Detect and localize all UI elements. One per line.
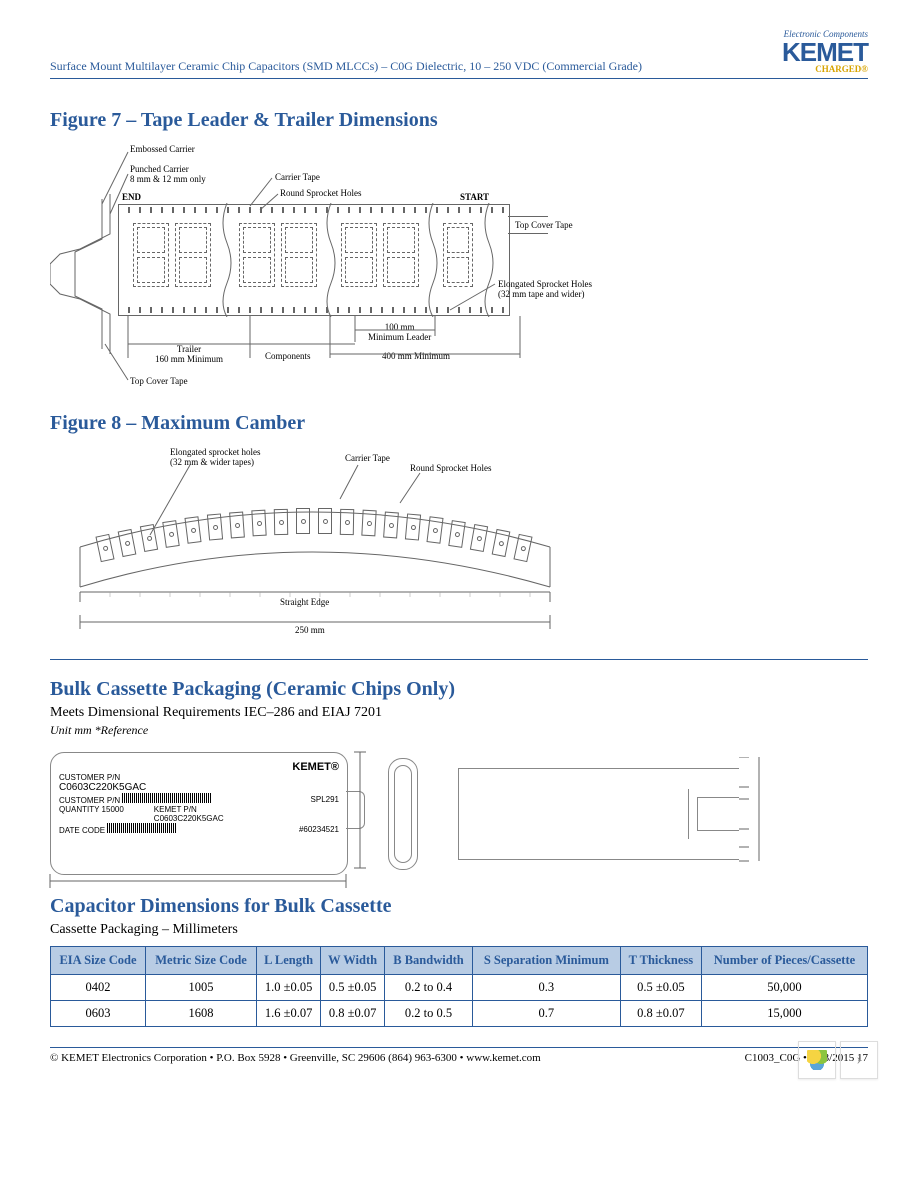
header-title: Surface Mount Multilayer Ceramic Chip Ca… xyxy=(50,59,642,74)
label-top-cover: Top Cover Tape xyxy=(515,220,573,230)
col-pieces: Number of Pieces/Cassette xyxy=(701,947,867,975)
label-start: START xyxy=(460,192,489,202)
footer-left: © KEMET Electronics Corporation • P.O. B… xyxy=(50,1052,541,1064)
break-line-icon xyxy=(323,203,339,317)
label-cust-pn: CUSTOMER P/N xyxy=(59,773,120,782)
dims-title: Capacitor Dimensions for Bulk Cassette xyxy=(50,895,868,918)
label-end: END xyxy=(122,192,141,202)
cassette-knob-icon xyxy=(346,791,365,829)
cassette-side-view xyxy=(388,758,418,870)
label-250mm: 250 mm xyxy=(295,625,325,635)
label-components: Components xyxy=(265,351,311,361)
table-row: 060316081.6 ±0.070.8 ±0.070.2 to 0.50.70… xyxy=(51,1001,868,1027)
label-elongated: Elongated Sprocket Holes (32 mm tape and… xyxy=(498,279,592,299)
brand-logo: Electronic Components KEMET CHARGED® xyxy=(782,30,868,74)
label-straight: Straight Edge xyxy=(280,597,329,607)
label-embossed: Embossed Carrier xyxy=(130,144,195,154)
col-eia: EIA Size Code xyxy=(51,947,146,975)
qty-val: 15000 xyxy=(102,805,124,814)
section-divider xyxy=(50,659,868,660)
tape-hub-icon xyxy=(50,194,120,354)
col-width: W Width xyxy=(321,947,385,975)
table-row: 040210051.0 ±0.050.5 ±0.050.2 to 0.40.30… xyxy=(51,975,868,1001)
date-label: DATE CODE xyxy=(59,826,105,835)
label-carrier-tape: Carrier Tape xyxy=(275,172,320,182)
kpn-val: C0603C220K5GAC xyxy=(154,814,224,823)
nav-next-button[interactable]: › xyxy=(840,1041,878,1079)
break-line-icon xyxy=(425,203,441,317)
barcode-icon xyxy=(107,823,177,833)
logo-text: KEMET xyxy=(782,39,868,65)
cassette-profile-view xyxy=(458,768,739,860)
col-metric: Metric Size Code xyxy=(146,947,257,975)
label-top-cover2: Top Cover Tape xyxy=(130,376,188,386)
bulk-unit-note: Unit mm *Reference xyxy=(50,723,868,738)
profile-dim-icon xyxy=(739,757,769,872)
figure7-title: Figure 7 – Tape Leader & Trailer Dimensi… xyxy=(50,109,868,132)
cust-pn-val: C0603C220K5GAC xyxy=(59,782,339,793)
col-bandwidth: B Bandwidth xyxy=(385,947,473,975)
kpn-label: KEMET P/N xyxy=(154,805,197,814)
cassette-label-front: KEMET® CUSTOMER P/N C0603C220K5GAC CUSTO… xyxy=(50,752,348,875)
break-line-icon xyxy=(481,203,497,317)
label-punched: Punched Carrier 8 mm & 12 mm only xyxy=(130,164,206,184)
bulk-subtitle: Meets Dimensional Requirements IEC–286 a… xyxy=(50,705,868,721)
label-cust-pn2: CUSTOMER P/N xyxy=(59,796,120,805)
figure7-diagram: Embossed Carrier Punched Carrier 8 mm & … xyxy=(50,144,580,394)
dimensions-table: EIA Size Code Metric Size Code L Length … xyxy=(50,946,868,1027)
label-round-holes: Round Sprocket Holes xyxy=(280,188,362,198)
break-line-icon xyxy=(219,203,235,317)
col-separation: S Separation Minimum xyxy=(472,947,620,975)
page-nav-widget: › xyxy=(798,1041,878,1079)
col-thickness: T Thickness xyxy=(620,947,701,975)
label-trailer: Trailer 160 mm Minimum xyxy=(155,344,223,364)
cassette-brand: KEMET® xyxy=(59,761,339,773)
leaf-icon xyxy=(807,1050,827,1070)
dims-subtitle: Cassette Packaging – Millimeters xyxy=(50,922,868,938)
lot-code: #60234521 xyxy=(299,825,339,834)
col-length: L Length xyxy=(257,947,321,975)
nav-home-button[interactable] xyxy=(798,1041,836,1079)
label-round2: Round Sprocket Holes xyxy=(410,463,492,473)
figure8-title: Figure 8 – Maximum Camber xyxy=(50,412,868,435)
cassette-diagram-row: KEMET® CUSTOMER P/N C0603C220K5GAC CUSTO… xyxy=(50,752,868,875)
page-header: Surface Mount Multilayer Ceramic Chip Ca… xyxy=(50,30,868,79)
chevron-right-icon: › xyxy=(856,1051,861,1069)
bulk-title: Bulk Cassette Packaging (Ceramic Chips O… xyxy=(50,678,868,701)
page-footer: © KEMET Electronics Corporation • P.O. B… xyxy=(50,1047,868,1064)
label-elongated2: Elongated sprocket holes (32 mm & wider … xyxy=(170,447,260,467)
label-carrier2: Carrier Tape xyxy=(345,453,390,463)
spl-code: SPL291 xyxy=(311,795,339,804)
qty-label: QUANTITY xyxy=(59,805,99,814)
barcode-icon xyxy=(122,793,212,803)
label-leader-400: 400 mm Minimum xyxy=(382,351,450,361)
label-leader-100: 100 mm Minimum Leader xyxy=(368,322,431,342)
figure8-diagram: Elongated sprocket holes (32 mm & wider … xyxy=(50,447,580,637)
